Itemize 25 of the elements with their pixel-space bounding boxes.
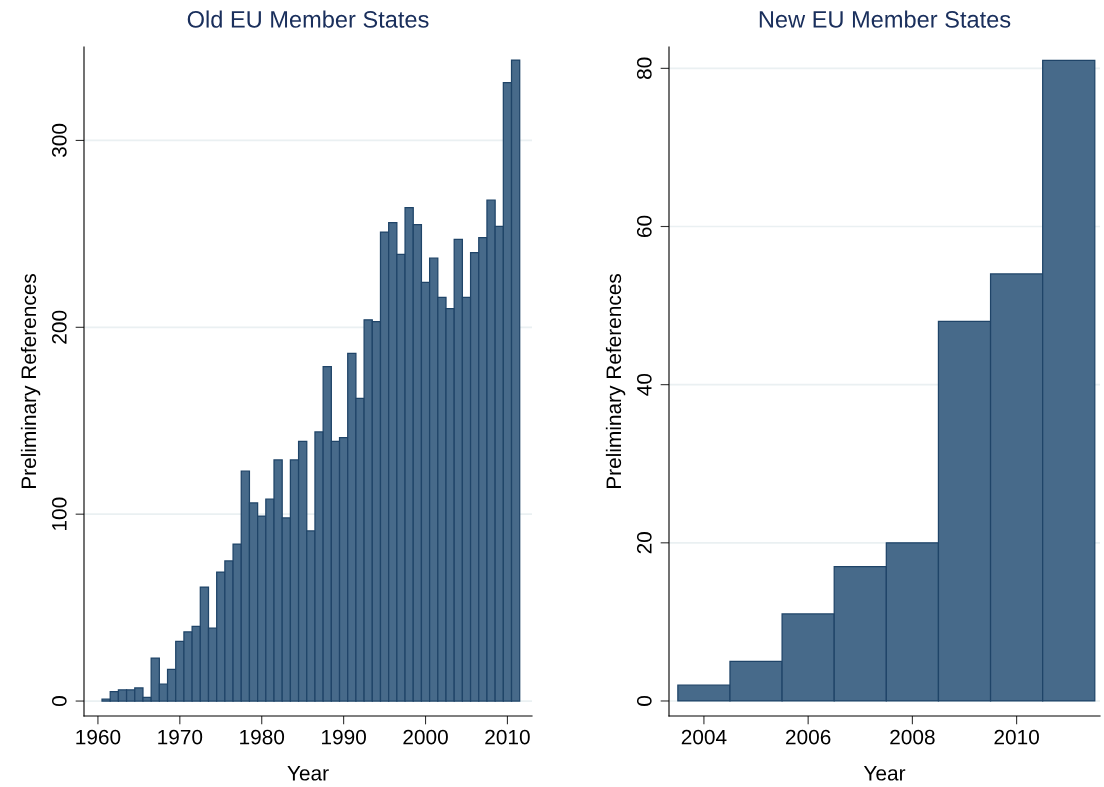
x-tick-label: 2004 [681, 729, 727, 745]
x-tick-label: 2006 [786, 729, 831, 745]
y-tick-label: 0 [51, 696, 67, 707]
x-axis-title: Year [287, 766, 329, 781]
x-axis-title: Year [863, 766, 906, 781]
x-tick-label: 2010 [994, 729, 1039, 745]
y-tick-label: 200 [51, 310, 67, 344]
y-axis-title: Preliminary References [605, 273, 626, 489]
x-tick-label: 2000 [403, 729, 448, 745]
x-tick-label: 1960 [76, 729, 121, 745]
y-tick-label: 20 [636, 532, 652, 554]
chart-title: New EU Member States [759, 10, 1011, 28]
x-tick-label: 1970 [158, 729, 203, 745]
x-tick-label: 1990 [322, 729, 366, 745]
x-tick-label: 2010 [485, 729, 530, 745]
y-tick-label: 100 [51, 497, 67, 530]
y-tick-label: 40 [636, 373, 652, 396]
y-axis-title: Preliminary References [20, 273, 41, 489]
y-tick-label: 0 [636, 696, 652, 706]
y-tick-label: 300 [51, 123, 67, 158]
y-tick-label: 80 [636, 57, 652, 80]
y-tick-label: 60 [636, 215, 652, 238]
chart-title: Old EU Member States [187, 10, 429, 28]
x-tick-label: 2008 [890, 729, 935, 745]
x-tick-label: 1980 [240, 729, 285, 745]
